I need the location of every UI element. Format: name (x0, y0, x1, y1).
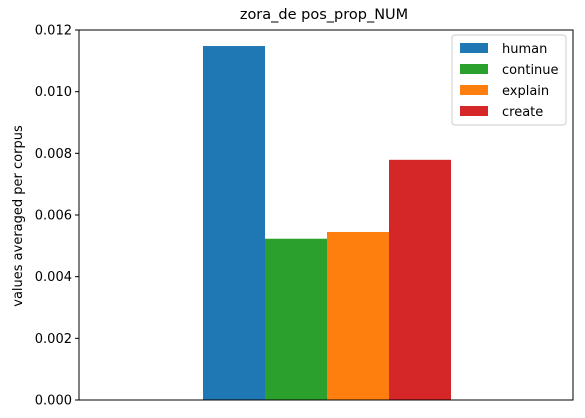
y-tick-label: 0.010 (35, 85, 72, 100)
y-tick-label: 0.000 (35, 394, 72, 409)
legend-label-explain: explain (502, 84, 549, 99)
y-tick-label: 0.002 (35, 332, 72, 347)
chart-title: zora_de pos_prop_NUM (240, 7, 408, 23)
y-tick-label: 0.012 (35, 24, 72, 39)
y-axis-label: values averaged per corpus (11, 125, 26, 307)
legend-label-continue: continue (502, 63, 559, 78)
legend-label-create: create (502, 105, 543, 120)
bar-create (389, 159, 451, 400)
y-tick-label: 0.004 (35, 270, 72, 285)
y-axis-ticks: 0.000 0.002 0.004 0.006 0.008 0.010 0.012 (35, 24, 79, 409)
bars-group (203, 46, 451, 401)
bar-human (203, 46, 265, 401)
legend-swatch-create (460, 106, 488, 116)
legend-frame (451, 34, 567, 126)
plot-frame (78, 29, 574, 401)
legend-swatch-continue (460, 64, 488, 74)
legend-label-human: human (502, 42, 547, 57)
y-tick-label: 0.006 (35, 209, 72, 224)
bar-continue (265, 238, 327, 400)
y-tick-label: 0.008 (35, 147, 72, 162)
legend-swatch-explain (460, 85, 488, 95)
legend-swatch-human (460, 43, 488, 53)
bar-explain (327, 231, 389, 400)
legend: human continue explain create (451, 34, 567, 126)
